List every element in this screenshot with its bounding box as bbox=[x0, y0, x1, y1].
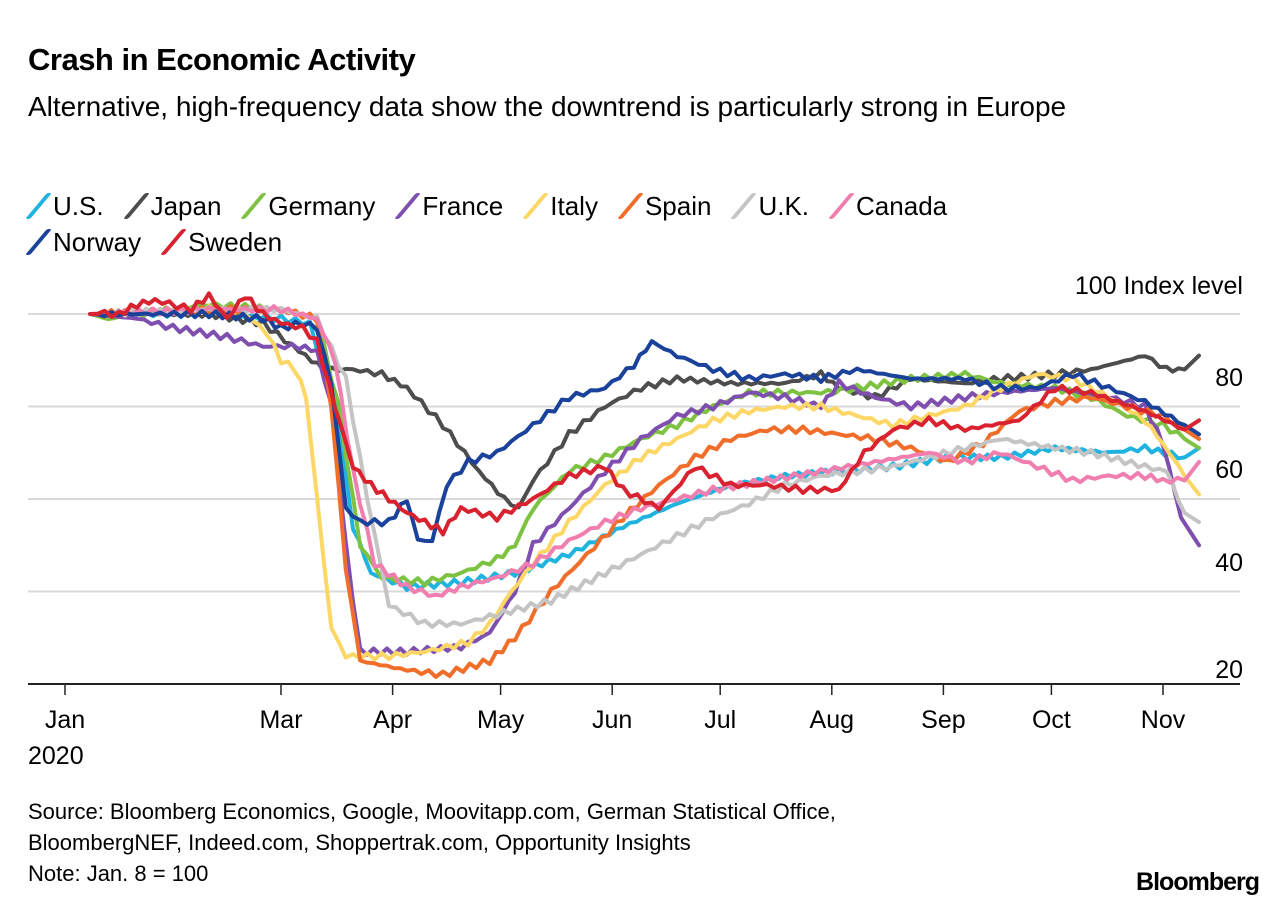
legend-item-u-k: U.K. bbox=[730, 190, 810, 222]
x-tick-label-jul: Jul bbox=[704, 706, 737, 734]
series-line-u-k bbox=[88, 304, 1201, 629]
series-line-sweden bbox=[88, 291, 1201, 537]
legend-label: Sweden bbox=[188, 226, 283, 257]
legend: U.S. Japan Germany France Italy Spain U.K. Cana… bbox=[25, 188, 1268, 260]
y-tick-label: 40 bbox=[1215, 548, 1243, 577]
x-tick-label-aug: Aug bbox=[809, 706, 855, 734]
x-tick-label-mar: Mar bbox=[259, 706, 303, 734]
legend-item-u-s: U.S. bbox=[25, 190, 104, 222]
y-tick-label: 60 bbox=[1215, 456, 1243, 484]
x-tick-label-may: May bbox=[476, 706, 525, 734]
y-axis-unit-label: 100 Index level bbox=[1074, 272, 1243, 300]
legend-item-france: France bbox=[394, 190, 504, 222]
series-line-norway bbox=[88, 308, 1201, 544]
legend-label: U.S. bbox=[53, 190, 104, 221]
legend-label: Japan bbox=[150, 190, 222, 221]
series-line-u-s bbox=[88, 308, 1201, 592]
note: Note: Jan. 8 = 100 bbox=[28, 861, 209, 886]
chart-title: Crash in Economic Activity bbox=[28, 42, 416, 77]
series-line-canada bbox=[88, 304, 1201, 598]
x-tick-label-sep: Sep bbox=[921, 706, 966, 734]
legend-label: France bbox=[422, 190, 504, 221]
series-line-italy bbox=[88, 304, 1201, 662]
legend-item-norway: Norway bbox=[25, 226, 142, 258]
series-line-spain bbox=[88, 304, 1201, 679]
chart-footer: Source: Bloomberg Economics, Google, Moo… bbox=[28, 796, 836, 889]
x-tick-label-jun: Jun bbox=[592, 706, 633, 734]
y-tick-label: 20 bbox=[1215, 656, 1243, 684]
legend-item-canada: Canada bbox=[828, 190, 948, 222]
legend-item-italy: Italy bbox=[522, 190, 598, 222]
legend-item-spain: Spain bbox=[617, 190, 712, 222]
legend-label: Canada bbox=[856, 190, 948, 221]
x-tick-label-oct: Oct bbox=[1031, 706, 1071, 734]
source-line-1: Source: Bloomberg Economics, Google, Moo… bbox=[28, 799, 836, 824]
legend-label: Italy bbox=[550, 190, 598, 221]
legend-label: U.K. bbox=[758, 190, 810, 221]
legend-item-sweden: Sweden bbox=[160, 226, 283, 258]
legend-label: Spain bbox=[644, 190, 712, 221]
source-line-2: BloombergNEF, Indeed.com, Shoppertrak.co… bbox=[28, 830, 691, 855]
legend-label: Germany bbox=[268, 190, 376, 221]
x-tick-label-jan: Jan bbox=[44, 706, 86, 734]
legend-row: Norway Sweden bbox=[25, 224, 1268, 260]
legend-row: U.S. Japan Germany France Italy Spain U.K. Cana… bbox=[25, 188, 1268, 224]
legend-item-germany: Germany bbox=[240, 190, 376, 222]
series-line-france bbox=[88, 312, 1201, 657]
y-tick-label: 80 bbox=[1215, 363, 1243, 392]
bloomberg-logo: Bloomberg bbox=[1136, 868, 1260, 896]
x-tick-label-nov: Nov bbox=[1140, 706, 1186, 734]
chart-subtitle: Alternative, high-frequency data show th… bbox=[28, 91, 1067, 122]
series-line-japan bbox=[88, 309, 1201, 510]
legend-label: Norway bbox=[53, 226, 142, 257]
x-tick-label-apr: Apr bbox=[373, 706, 413, 734]
legend-item-japan: Japan bbox=[122, 190, 222, 222]
x-axis-year-label: 2020 bbox=[28, 742, 84, 770]
